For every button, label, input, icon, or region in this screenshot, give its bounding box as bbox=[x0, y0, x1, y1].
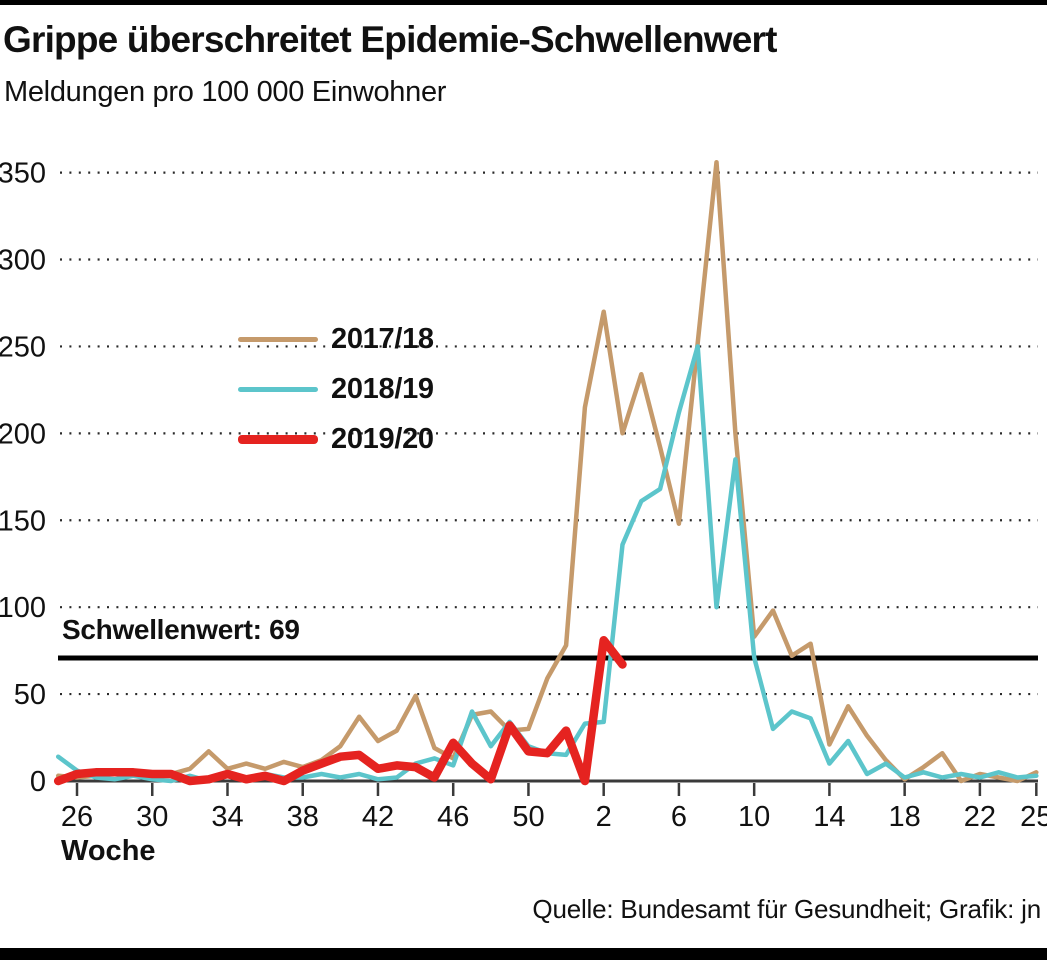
x-axis-title: Woche bbox=[61, 835, 156, 867]
source-credit: Quelle: Bundesamt für Gesundheit; Grafik… bbox=[532, 894, 1041, 924]
legend-item-2018-19: 2018/19 bbox=[238, 364, 434, 414]
y-axis-tick-label: 50 bbox=[14, 679, 46, 711]
x-axis-tick-label: 10 bbox=[738, 801, 770, 833]
page-title: Grippe überschreitet Epidemie-Schwellenw… bbox=[3, 19, 777, 60]
chart-legend: 2017/18 2018/19 2019/20 bbox=[238, 314, 434, 464]
legend-line-icon bbox=[238, 434, 318, 444]
legend-item-2017-18: 2017/18 bbox=[238, 314, 434, 364]
legend-label: 2019/20 bbox=[331, 422, 434, 455]
y-axis-tick-label: 300 bbox=[0, 245, 46, 277]
x-axis-tick-label: 25 bbox=[1020, 801, 1047, 833]
x-axis-tick-label: 34 bbox=[211, 801, 243, 833]
x-axis-tick-label: 2 bbox=[596, 801, 612, 833]
x-axis-tick-label: 50 bbox=[512, 801, 544, 833]
legend-label: 2018/19 bbox=[331, 372, 434, 405]
y-axis-tick-label: 0 bbox=[30, 766, 46, 798]
top-decorative-bar bbox=[0, 0, 1047, 5]
y-axis-tick-label: 100 bbox=[0, 592, 46, 624]
x-axis-tick-label: 14 bbox=[813, 801, 845, 833]
y-axis-tick-label: 350 bbox=[0, 158, 46, 190]
legend-label: 2017/18 bbox=[331, 322, 434, 355]
series-line-2019-20 bbox=[53, 635, 627, 786]
y-axis-tick-label: 150 bbox=[0, 505, 46, 537]
y-axis-tick-label: 200 bbox=[0, 418, 46, 450]
bottom-decorative-bar bbox=[0, 948, 1047, 960]
legend-item-2019-20: 2019/20 bbox=[238, 414, 434, 464]
series-line-2017-18 bbox=[55, 159, 1039, 784]
x-axis-tick-label: 22 bbox=[964, 801, 996, 833]
x-axis-tick-label: 46 bbox=[437, 801, 469, 833]
y-axis-tick-label: 250 bbox=[0, 331, 46, 363]
x-axis-tick-label: 30 bbox=[136, 801, 168, 833]
page-subtitle: Meldungen pro 100 000 Einwohner bbox=[4, 76, 447, 108]
x-axis-tick-label: 6 bbox=[671, 801, 687, 833]
x-axis-tick-label: 18 bbox=[889, 801, 921, 833]
threshold-label: Schwellenwert: 69 bbox=[62, 614, 300, 645]
legend-line-icon bbox=[238, 386, 318, 392]
legend-line-icon bbox=[238, 336, 318, 342]
x-axis-tick-label: 26 bbox=[61, 801, 93, 833]
series-line-2018-19 bbox=[55, 344, 1039, 784]
x-axis-tick-label: 42 bbox=[362, 801, 394, 833]
x-axis-tick-label: 38 bbox=[287, 801, 319, 833]
